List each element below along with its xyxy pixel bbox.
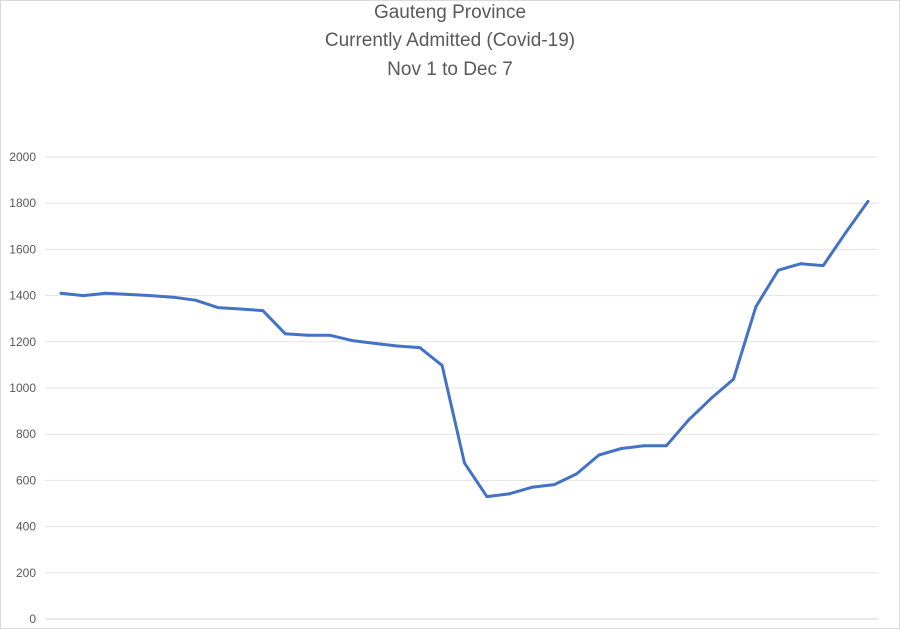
title-line-2: Currently Admitted (Covid-19) bbox=[324, 30, 576, 51]
y-tick-label: 1800 bbox=[9, 196, 36, 210]
data-point bbox=[507, 492, 511, 496]
y-axis-ticks: 0 200 400 600 800 1000 1200 1400 1600 1800 2000 bbox=[9, 150, 36, 626]
data-point bbox=[530, 485, 534, 489]
data-point bbox=[126, 293, 130, 296]
data-point bbox=[373, 342, 377, 345]
series-line bbox=[59, 199, 870, 499]
y-tick-label: 1200 bbox=[9, 335, 36, 349]
data-point bbox=[351, 339, 354, 342]
data-point bbox=[664, 444, 668, 448]
data-point bbox=[552, 483, 556, 486]
data-point bbox=[754, 305, 758, 309]
data-point bbox=[687, 418, 691, 422]
data-point bbox=[821, 264, 825, 267]
data-point bbox=[283, 332, 287, 336]
data-point bbox=[171, 295, 175, 299]
gridlines bbox=[45, 156, 878, 620]
y-tick-label: 200 bbox=[16, 566, 36, 580]
data-point bbox=[82, 294, 85, 297]
data-point bbox=[328, 333, 332, 337]
data-point bbox=[216, 306, 220, 309]
data-point bbox=[194, 298, 197, 302]
y-tick-label: 800 bbox=[16, 427, 36, 441]
data-point bbox=[799, 262, 803, 266]
data-point bbox=[575, 472, 578, 476]
y-tick-label: 400 bbox=[16, 520, 36, 534]
data-point bbox=[642, 444, 646, 448]
data-point bbox=[709, 397, 713, 400]
data-point bbox=[261, 309, 265, 312]
data-point bbox=[776, 268, 780, 272]
y-tick-label: 1000 bbox=[9, 381, 36, 395]
data-point bbox=[440, 364, 444, 367]
data-point bbox=[485, 495, 489, 498]
data-point bbox=[620, 447, 623, 450]
data-point bbox=[866, 200, 870, 203]
data-point bbox=[306, 333, 309, 337]
series-group bbox=[59, 199, 870, 499]
data-point bbox=[418, 346, 422, 349]
data-point bbox=[597, 453, 601, 457]
y-tick-label: 1400 bbox=[9, 289, 36, 303]
data-point bbox=[238, 307, 242, 311]
title-line-3: Nov 1 to Dec 7 bbox=[387, 59, 513, 80]
data-point bbox=[149, 294, 153, 297]
title-line-1: Gauteng Province bbox=[373, 2, 527, 23]
y-tick-label: 0 bbox=[29, 612, 36, 626]
y-tick-label: 2000 bbox=[9, 150, 36, 164]
data-point bbox=[395, 344, 399, 348]
data-point bbox=[104, 291, 108, 295]
data-point bbox=[463, 461, 466, 465]
data-point bbox=[844, 231, 847, 235]
data-point bbox=[59, 291, 63, 295]
y-tick-label: 1600 bbox=[9, 242, 36, 256]
data-point bbox=[732, 377, 735, 381]
y-tick-label: 600 bbox=[16, 473, 36, 487]
